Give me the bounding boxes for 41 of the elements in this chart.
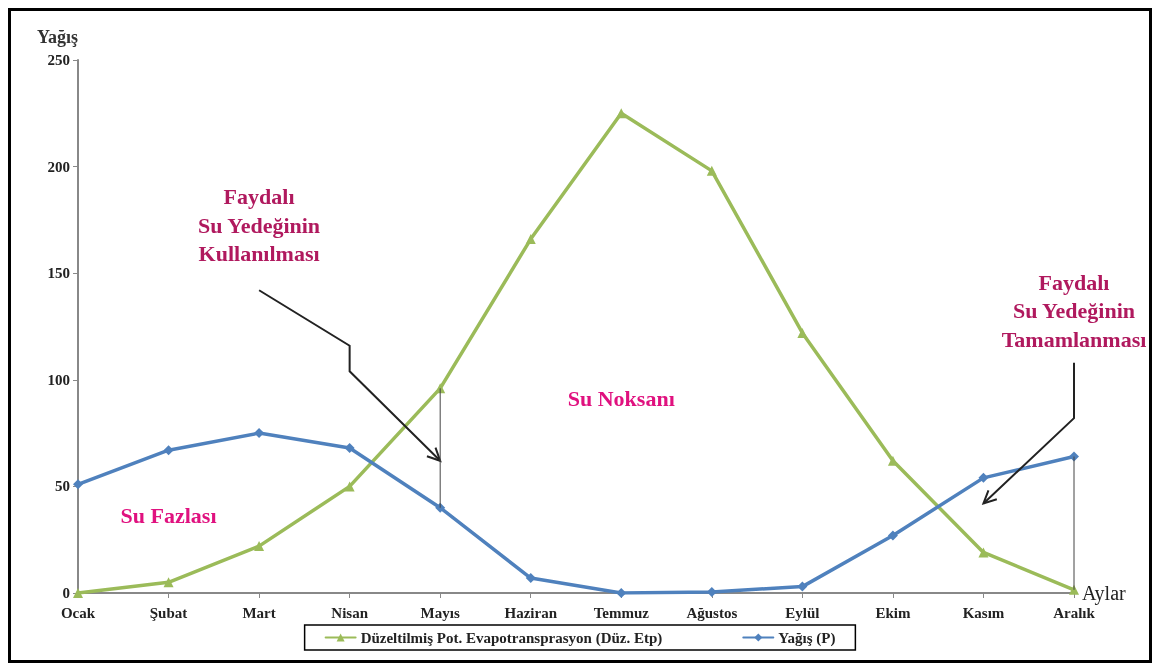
y-tick-label: 150 [47,265,70,282]
y-axis-title: Yağış [36,27,78,47]
legend-label: Yağış (P) [778,629,836,647]
point [163,577,174,588]
point [254,541,265,552]
point [978,472,989,483]
x-tick-label: Nisan [331,604,369,621]
x-axis-title: Aylar [1082,582,1127,605]
point [978,547,989,558]
point [163,445,174,456]
point [525,234,536,245]
point [344,481,355,492]
x-tick-label: Şubat [149,604,188,621]
y-tick-label: 0 [62,585,70,601]
x-tick-label: Ağustos [686,604,738,621]
annotation: Faydalı Su Yedeğinin Tamamlanması [1001,268,1147,354]
x-tick-label: Ocak [60,604,96,621]
annotation: Su Noksanı [567,384,675,413]
x-tick-label: Haziran [504,604,558,621]
y-tick-label: 100 [47,371,70,388]
x-tick-label: Kasım [962,604,1005,621]
x-tick-label: Ekim [875,604,911,621]
x-tick-label: Temmuz [593,604,650,621]
x-tick-label: Eylül [785,604,820,621]
point [344,443,355,454]
legend-label: Düzeltilmiş Pot. Evapotransprasyon (Düz. Etp) [360,629,663,647]
annotation: Su Fazlası [120,501,217,530]
y-tick-label: 50 [55,478,70,495]
point [797,327,808,338]
point [525,573,536,584]
point [616,108,627,119]
point [73,479,83,490]
y-tick-label: 250 [47,52,70,68]
x-tick-label: Aralık [1053,604,1096,621]
annotation: Faydalı Su Yedeğinin Kullanılması [198,183,321,269]
x-tick-label: Mayıs [420,604,460,621]
point [435,502,446,513]
point [887,530,898,541]
x-tick-label: Mart [242,604,276,621]
y-tick-label: 200 [47,158,70,175]
point [706,165,717,176]
